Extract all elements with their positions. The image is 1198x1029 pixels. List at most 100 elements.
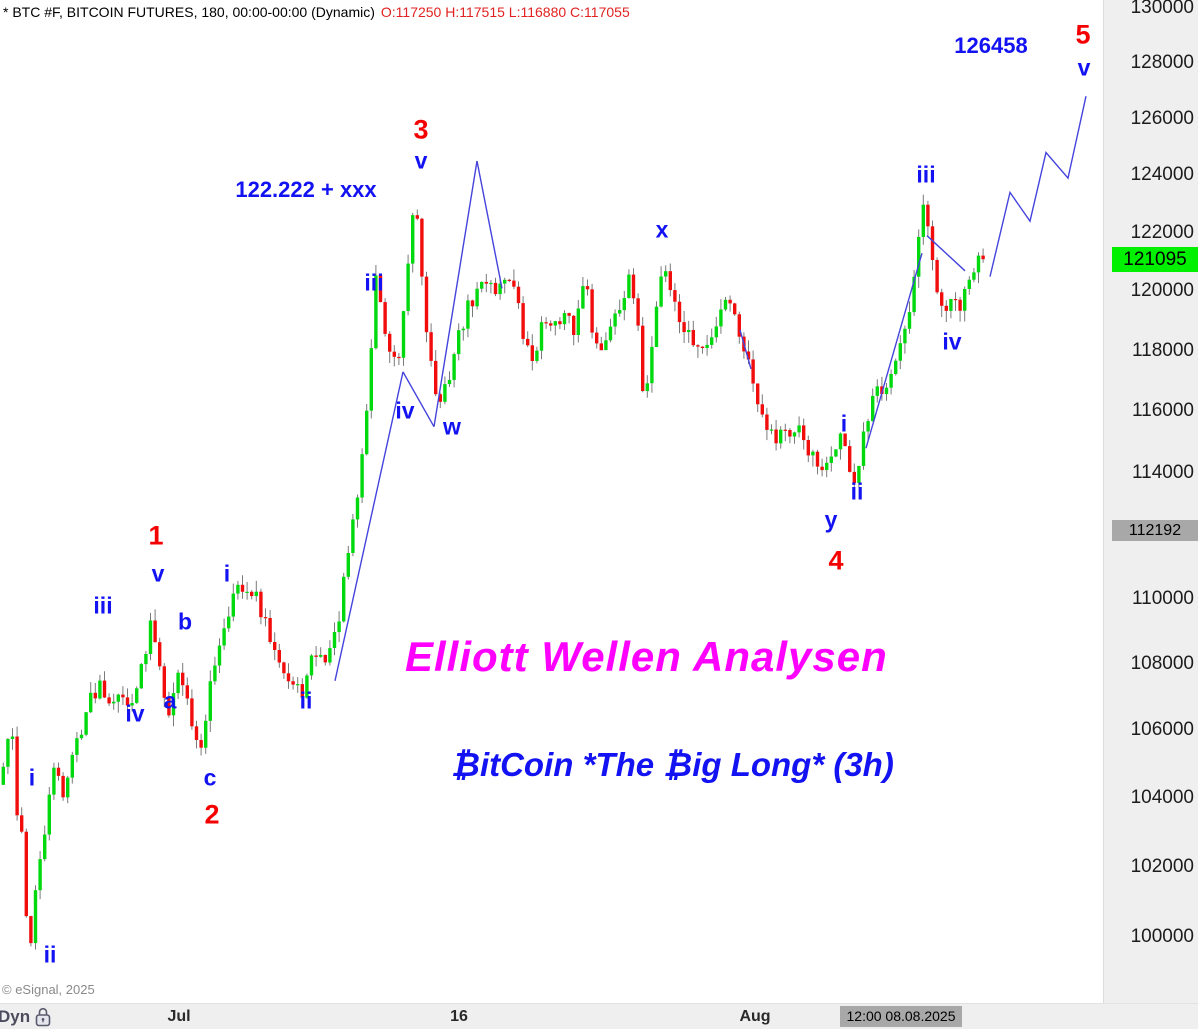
candle-body	[797, 425, 801, 433]
candle-body	[558, 321, 562, 325]
candle-body	[355, 497, 360, 520]
candle-body	[590, 289, 594, 333]
candle-body	[130, 703, 134, 706]
candle-body	[677, 301, 682, 323]
candle-body	[958, 299, 962, 311]
candle-body	[811, 451, 815, 456]
dynamic-mode-label[interactable]: Dyn	[0, 1007, 31, 1026]
candle-body	[953, 299, 958, 301]
candle-body	[728, 299, 732, 304]
candle-body	[627, 274, 631, 298]
candle-body	[526, 338, 530, 346]
price-tick-130000: 130000	[1130, 0, 1194, 18]
trend-line	[739, 329, 752, 370]
candle-body	[429, 332, 433, 361]
candle-body	[935, 260, 939, 293]
candle-body	[898, 343, 902, 361]
candle-body	[820, 466, 824, 471]
candle-body	[144, 654, 148, 665]
candle-body	[788, 430, 792, 437]
symbol-description: * BTC #F, BITCOIN FUTURES, 180, 00:00-00…	[3, 4, 375, 20]
candle-body	[484, 281, 488, 284]
candle-body	[121, 694, 125, 698]
candlestick-chart-canvas[interactable]	[0, 0, 1103, 1003]
lock-icon[interactable]	[34, 1006, 52, 1028]
trend-line	[476, 160, 503, 289]
candle-body	[489, 282, 493, 285]
candle-body	[576, 308, 580, 335]
candle-body	[498, 283, 502, 295]
candle-body	[461, 328, 465, 331]
price-tick-120000: 120000	[1130, 280, 1194, 301]
candle-body	[645, 383, 649, 391]
candle-body	[921, 204, 925, 237]
trend-line	[433, 160, 478, 427]
candle-body	[388, 333, 392, 352]
projection-path	[989, 96, 1087, 277]
candle-body	[636, 298, 640, 326]
candle-body	[604, 340, 608, 351]
candle-body	[66, 777, 70, 798]
candle-body	[84, 712, 88, 735]
candle-body	[250, 591, 254, 597]
candle-body	[10, 736, 15, 739]
candle-body	[595, 332, 599, 344]
price-tick-100000: 100000	[1130, 926, 1194, 947]
candle-body	[286, 673, 291, 682]
candle-body	[236, 584, 240, 594]
candle-body	[291, 681, 295, 685]
candle-body	[158, 642, 162, 667]
candle-body	[56, 767, 61, 776]
candle-body	[549, 323, 553, 326]
candle-body	[765, 414, 769, 430]
candle-body	[861, 431, 866, 466]
price-tick-118000: 118000	[1132, 340, 1194, 361]
candle-body	[493, 282, 498, 295]
candle-body	[530, 345, 534, 361]
last-price-tag: 121095	[1112, 247, 1198, 272]
candle-body	[806, 440, 810, 456]
candle-body	[167, 697, 171, 716]
candle-body	[360, 454, 364, 498]
candle-body	[176, 672, 180, 694]
candle-body	[309, 655, 314, 676]
candle-body	[503, 279, 507, 284]
candle-body	[263, 617, 268, 619]
time-axis[interactable]: Dyn 12:00 08.08.2025 Jul 16 Aug	[0, 1003, 1198, 1029]
candle-body	[420, 218, 424, 277]
candle-body	[659, 276, 663, 307]
candle-body	[779, 429, 783, 444]
candle-body	[259, 591, 263, 618]
candle-body	[852, 471, 856, 483]
candle-body	[949, 299, 953, 311]
candle-body	[875, 386, 879, 396]
candle-body	[871, 395, 875, 422]
price-axis[interactable]: 121095 130000 128000 126000 124000 122000 120…	[1103, 0, 1198, 1003]
candle-body	[43, 834, 47, 860]
candle-body	[181, 672, 185, 686]
time-tick-16: 16	[450, 1008, 468, 1025]
candle-body	[305, 675, 309, 698]
candle-body	[102, 680, 107, 698]
candle-body	[843, 433, 847, 447]
candle-body	[544, 322, 548, 324]
price-tick-124000: 124000	[1130, 164, 1194, 185]
candle-body	[199, 740, 203, 748]
trend-line	[334, 371, 404, 681]
candle-body	[751, 359, 755, 384]
candle-body	[907, 312, 912, 329]
candle-body	[848, 446, 852, 472]
candle-body	[277, 650, 281, 663]
candle-body	[756, 383, 760, 405]
candle-body	[940, 292, 944, 306]
price-tick-104000: 104000	[1130, 787, 1194, 808]
candle-body	[903, 328, 907, 344]
candle-body	[89, 692, 93, 713]
candle-body	[1, 766, 6, 785]
candle-body	[585, 286, 590, 290]
candle-body	[33, 890, 38, 944]
candle-body	[976, 255, 981, 273]
candle-body	[930, 226, 935, 260]
candle-body	[567, 313, 571, 316]
candle-body	[825, 462, 829, 470]
